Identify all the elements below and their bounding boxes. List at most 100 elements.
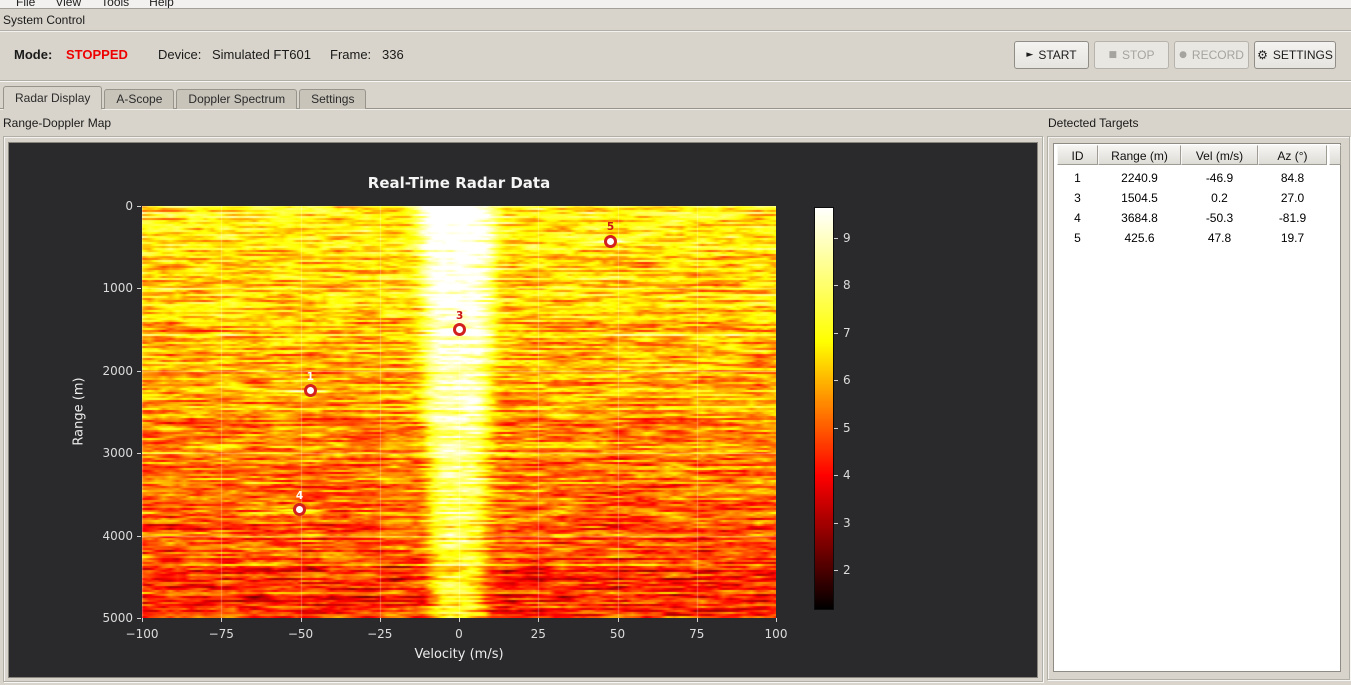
table-cell: 2240.9: [1121, 171, 1158, 185]
gear-icon: ⚙: [1257, 48, 1268, 62]
tab-a-scope[interactable]: A-Scope: [104, 89, 175, 109]
y-tick-label: 4000: [102, 528, 133, 543]
x-tick-mark: [538, 618, 540, 622]
tab-radar-display[interactable]: Radar Display: [3, 86, 103, 109]
button-label: SETTINGS: [1272, 48, 1333, 62]
table-row[interactable]: 1 2240.9 -46.9 84.8: [1057, 168, 1327, 188]
colorbar-tick-label: 4: [843, 468, 851, 483]
system-control-buttons: ► START ■ STOP ● RECORD ⚙ SETTINGS: [1014, 41, 1336, 69]
y-tick-mark: [137, 535, 141, 537]
tab-content-divider: [0, 108, 1351, 109]
x-tick-label: −25: [367, 627, 393, 641]
menu-file[interactable]: File: [16, 0, 36, 9]
table-cell: 1504.5: [1121, 191, 1158, 205]
range-doppler-group-title: Range-Doppler Map: [3, 116, 112, 130]
table-cell: 1: [1074, 171, 1081, 185]
table-cell: 47.8: [1207, 231, 1232, 245]
button-label: RECORD: [1191, 48, 1244, 62]
colorbar-tick-mark: [834, 285, 838, 287]
x-tick-mark: [300, 618, 302, 622]
x-tick-mark: [142, 618, 143, 622]
target-marker-label-5: 5: [606, 221, 615, 234]
x-tick-mark: [776, 618, 777, 622]
detected-targets-group-title: Detected Targets: [1048, 116, 1139, 130]
x-tick-label: 50: [609, 627, 626, 641]
table-header-stub: [1329, 145, 1341, 165]
table-cell: 4: [1074, 211, 1081, 225]
record-button: ● RECORD: [1174, 41, 1249, 69]
system-control-group: [0, 30, 1351, 81]
device-label: Device:: [158, 47, 202, 62]
colorbar-tick-mark: [834, 475, 838, 477]
colorbar-tick-label: 7: [843, 325, 851, 340]
x-tick-mark: [459, 618, 460, 622]
detected-targets-group: [1047, 136, 1350, 680]
x-tick-label: −50: [287, 627, 314, 641]
menu-bar: File View Tools Help: [0, 0, 1351, 9]
x-tick-label: 0: [455, 627, 463, 641]
colorbar-tick-label: 3: [843, 515, 851, 530]
column-header-vel-m-s-[interactable]: Vel (m/s): [1181, 145, 1258, 165]
y-tick-mark: [137, 453, 141, 455]
table-cell: -46.9: [1205, 171, 1234, 185]
table-row[interactable]: 4 3684.8 -50.3 -81.9: [1057, 208, 1327, 228]
target-marker-3[interactable]: [453, 323, 467, 337]
menu-view[interactable]: View: [55, 0, 82, 9]
colorbar-tick-mark: [834, 332, 838, 334]
range-doppler-chart-panel: Real-Time Radar Data Velocity (m/s) Rang…: [8, 142, 1038, 678]
table-body: 1 2240.9 -46.9 84.8 3 1504.5 0.2 27.0 4 3684.8 -50…: [1057, 168, 1327, 248]
colorbar-tick-label: 2: [843, 563, 851, 578]
tab-doppler-spectrum[interactable]: Doppler Spectrum: [176, 89, 298, 109]
device-value: Simulated FT601: [212, 47, 311, 62]
colorbar-tick-mark: [834, 570, 838, 572]
column-header-az-[interactable]: Az (°): [1258, 145, 1327, 165]
table-row[interactable]: 5 425.6 47.8 19.7: [1057, 228, 1327, 248]
start-button[interactable]: ► START: [1014, 41, 1089, 69]
table-cell: 3: [1074, 191, 1081, 205]
y-tick-label: 2000: [102, 363, 133, 378]
colorbar: [814, 207, 834, 610]
stop-icon: ■: [1108, 49, 1118, 60]
x-tick-label: −75: [208, 627, 234, 641]
tab-settings[interactable]: Settings: [299, 89, 367, 109]
table-cell: 27.0: [1280, 191, 1305, 205]
range-doppler-heatmap: [142, 206, 776, 618]
x-tick-label: 25: [530, 627, 546, 641]
range-doppler-group: [3, 136, 1043, 682]
record-icon: ●: [1179, 49, 1187, 60]
target-marker-label-1: 1: [306, 370, 314, 383]
menu-help[interactable]: Help: [149, 0, 174, 9]
table-cell: 0.2: [1211, 191, 1228, 205]
table-cell: 84.8: [1280, 171, 1305, 185]
target-marker-label-3: 3: [455, 309, 464, 322]
table-cell: 5: [1074, 231, 1081, 245]
colorbar-tick-mark: [834, 380, 838, 382]
target-marker-1[interactable]: [303, 384, 317, 398]
settings-button[interactable]: ⚙ SETTINGS: [1254, 41, 1336, 69]
table-cell: -81.9: [1278, 211, 1307, 225]
button-label: STOP: [1122, 48, 1155, 62]
x-axis-label: Velocity (m/s): [414, 647, 504, 662]
play-icon: ►: [1026, 49, 1034, 60]
menu-tools[interactable]: Tools: [101, 0, 130, 9]
table-row[interactable]: 3 1504.5 0.2 27.0: [1057, 188, 1327, 208]
y-tick-label: 0: [125, 199, 133, 213]
stop-button: ■ STOP: [1094, 41, 1169, 69]
chart-title: Real-Time Radar Data: [367, 174, 551, 192]
column-header-id[interactable]: ID: [1057, 145, 1098, 165]
colorbar-tick-mark: [834, 427, 838, 429]
x-tick-label: −100: [125, 627, 159, 641]
target-marker-5[interactable]: [604, 234, 618, 248]
target-marker-label-4: 4: [295, 489, 304, 502]
colorbar-tick-mark: [834, 237, 838, 239]
target-marker-4[interactable]: [293, 503, 307, 517]
mode-label: Mode:: [14, 47, 53, 62]
x-tick-mark: [696, 618, 698, 622]
table-header-row: ID Range (m) Vel (m/s) Az (°): [1057, 145, 1327, 165]
x-tick-label: 75: [689, 627, 705, 641]
x-tick-mark: [221, 618, 223, 622]
x-tick-mark: [379, 618, 381, 622]
column-header-range-m-[interactable]: Range (m): [1098, 145, 1181, 165]
y-tick-mark: [137, 206, 141, 207]
